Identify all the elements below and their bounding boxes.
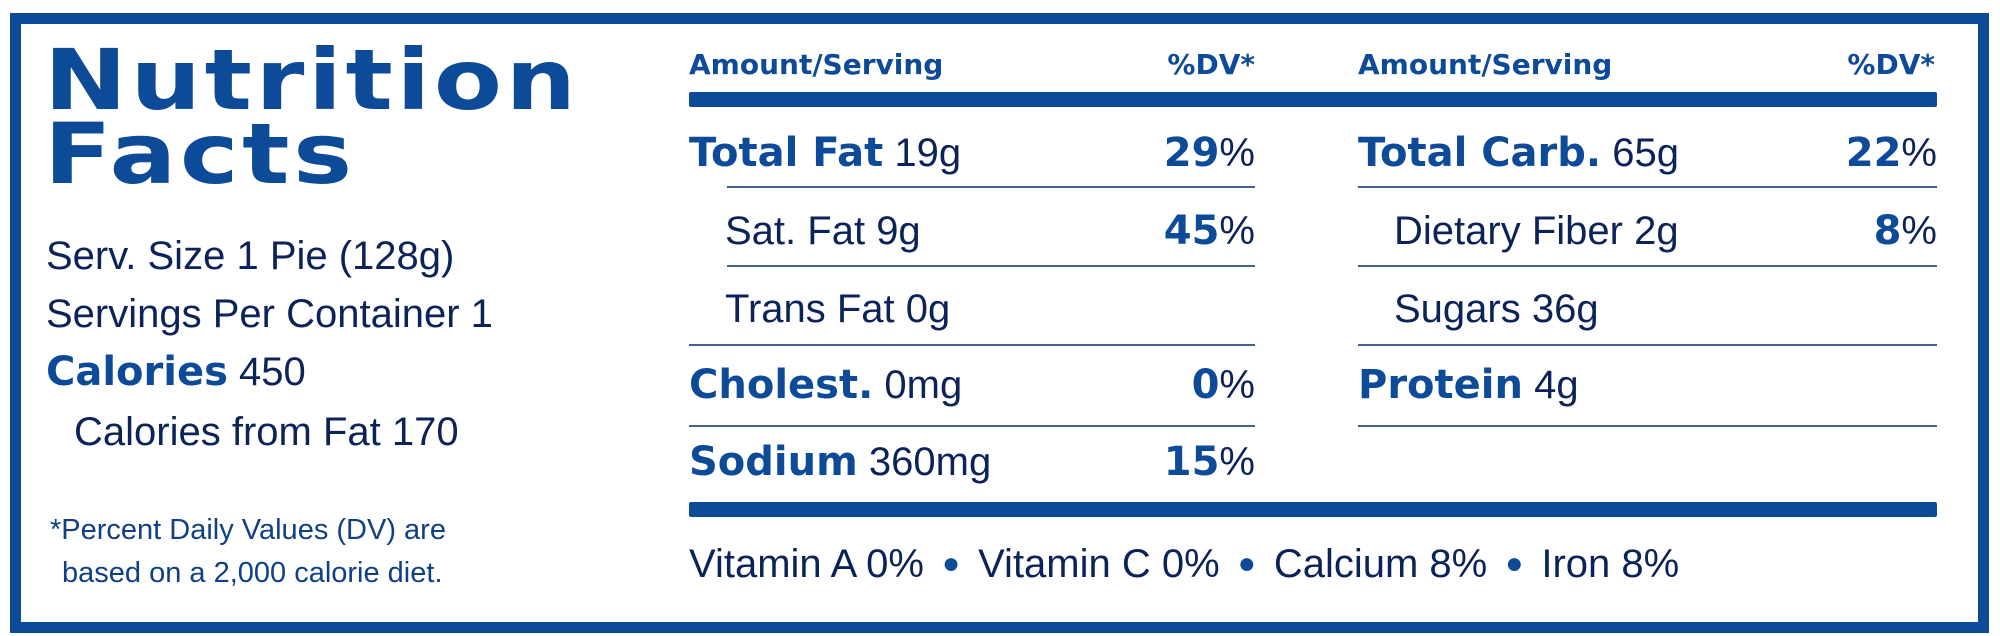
row-divider [1358, 265, 1937, 267]
row-divider [689, 344, 1255, 346]
nutrient-left-2: Trans Fat 0g [725, 287, 950, 331]
nutrition-label-border [10, 13, 1989, 633]
nutrient-label: Total Carb. [1358, 130, 1602, 176]
footnote-line-1: *Percent Daily Values (DV) are [50, 514, 446, 546]
nutrient-left-1: Sat. Fat 9g [725, 209, 921, 253]
header-dv-left: %DV* [1167, 48, 1255, 81]
nutrient-dv: 15% [1095, 440, 1255, 484]
nutrient-amount: 0mg [884, 363, 963, 407]
nutrient-dv: 45% [1095, 209, 1255, 253]
calcium: Calcium 8% [1273, 542, 1488, 586]
nutrient-dv: 0% [1095, 363, 1255, 407]
nutrient-right-1: Dietary Fiber 2g [1394, 209, 1679, 253]
nutrient-amount: 65g [1612, 131, 1679, 175]
thick-rule-bottom [689, 502, 1937, 517]
nutrient-left-3: Cholest. 0mg [689, 363, 962, 407]
nutrient-amount: 36g [1531, 287, 1599, 331]
header-dv-right: %DV* [1847, 48, 1935, 81]
header-amount-right: Amount/Serving [1358, 48, 1613, 81]
servings-per-container: Servings Per Container 1 [46, 294, 493, 334]
calories-value: 450 [239, 350, 306, 394]
nutrient-amount: 4g [1534, 363, 1579, 407]
nutrient-left-0: Total Fat 19g [689, 131, 961, 175]
header-amount-left: Amount/Serving [689, 48, 944, 81]
title-facts: Facts [44, 105, 356, 203]
dv-value: 8 [1873, 208, 1902, 254]
calories-from-fat-value: 170 [391, 410, 459, 454]
calories: Calories 450 [46, 352, 306, 392]
nutrient-label: Protein [1358, 362, 1523, 408]
nutrient-label: Total Fat [689, 130, 884, 176]
nutrient-amount: 19g [894, 131, 962, 175]
nutrient-label: Sodium [689, 439, 858, 485]
nutrient-right-3: Protein 4g [1358, 363, 1579, 407]
iron: Iron 8% [1541, 542, 1680, 586]
bullet-icon: ● [941, 547, 961, 580]
serving-size-label: Serv. Size [46, 234, 226, 278]
calories-from-fat-label: Calories from Fat [74, 410, 381, 454]
percent-sign: % [1219, 363, 1255, 407]
title-nutrition: Nutrition [44, 31, 580, 129]
nutrient-amount: 9g [876, 209, 921, 253]
nutrient-amount: 0g [905, 287, 951, 331]
nutrient-label: Sugars [1394, 287, 1521, 331]
nutrient-label: Dietary Fiber [1394, 209, 1623, 253]
nutrient-dv: 22% [1777, 131, 1937, 175]
calories-label: Calories [46, 349, 228, 395]
footnote-line-2: based on a 2,000 calorie diet. [62, 557, 443, 589]
bullet-icon: ● [1505, 547, 1524, 580]
nutrient-dv: 29% [1095, 131, 1255, 175]
row-divider [727, 265, 1255, 267]
nutrient-dv: 8% [1777, 209, 1937, 253]
percent-sign: % [1901, 209, 1937, 253]
percent-sign: % [1901, 131, 1937, 175]
nutrient-left-4: Sodium 360mg [689, 440, 991, 484]
percent-sign: % [1219, 131, 1255, 175]
row-divider [689, 425, 1255, 427]
dv-value: 0 [1191, 362, 1220, 408]
nutrient-right-0: Total Carb. 65g [1358, 131, 1679, 175]
percent-sign: % [1219, 440, 1255, 484]
serving-size-value: 1 Pie (128g) [236, 234, 455, 278]
thick-rule-top [689, 92, 1937, 107]
servings-per-container-label: Servings Per Container [46, 292, 460, 336]
bullet-icon: ● [1237, 547, 1256, 580]
servings-per-container-value: 1 [470, 292, 493, 336]
row-divider [1358, 186, 1937, 188]
vitamins-row: Vitamin A 0% ● Vitamin C 0% ● Calcium 8% ● Iro… [689, 542, 1679, 586]
row-divider [727, 186, 1255, 188]
row-divider [1358, 344, 1937, 346]
nutrient-amount: 2g [1634, 209, 1679, 253]
percent-sign: % [1219, 209, 1255, 253]
dv-value: 29 [1163, 130, 1220, 176]
nutrient-right-2: Sugars 36g [1394, 287, 1599, 331]
nutrient-amount: 360mg [868, 440, 992, 484]
vitamin-c: Vitamin C 0% [978, 542, 1220, 586]
dv-value: 15 [1163, 439, 1220, 485]
dv-value: 22 [1845, 130, 1902, 176]
nutrient-label: Trans Fat [725, 287, 895, 331]
nutrient-label: Cholest. [689, 362, 874, 408]
serving-size: Serv. Size 1 Pie (128g) [46, 236, 454, 276]
row-divider [1358, 425, 1937, 427]
dv-value: 45 [1163, 208, 1220, 254]
vitamin-a: Vitamin A 0% [689, 542, 924, 586]
nutrient-label: Sat. Fat [725, 209, 866, 253]
calories-from-fat: Calories from Fat 170 [74, 412, 459, 452]
